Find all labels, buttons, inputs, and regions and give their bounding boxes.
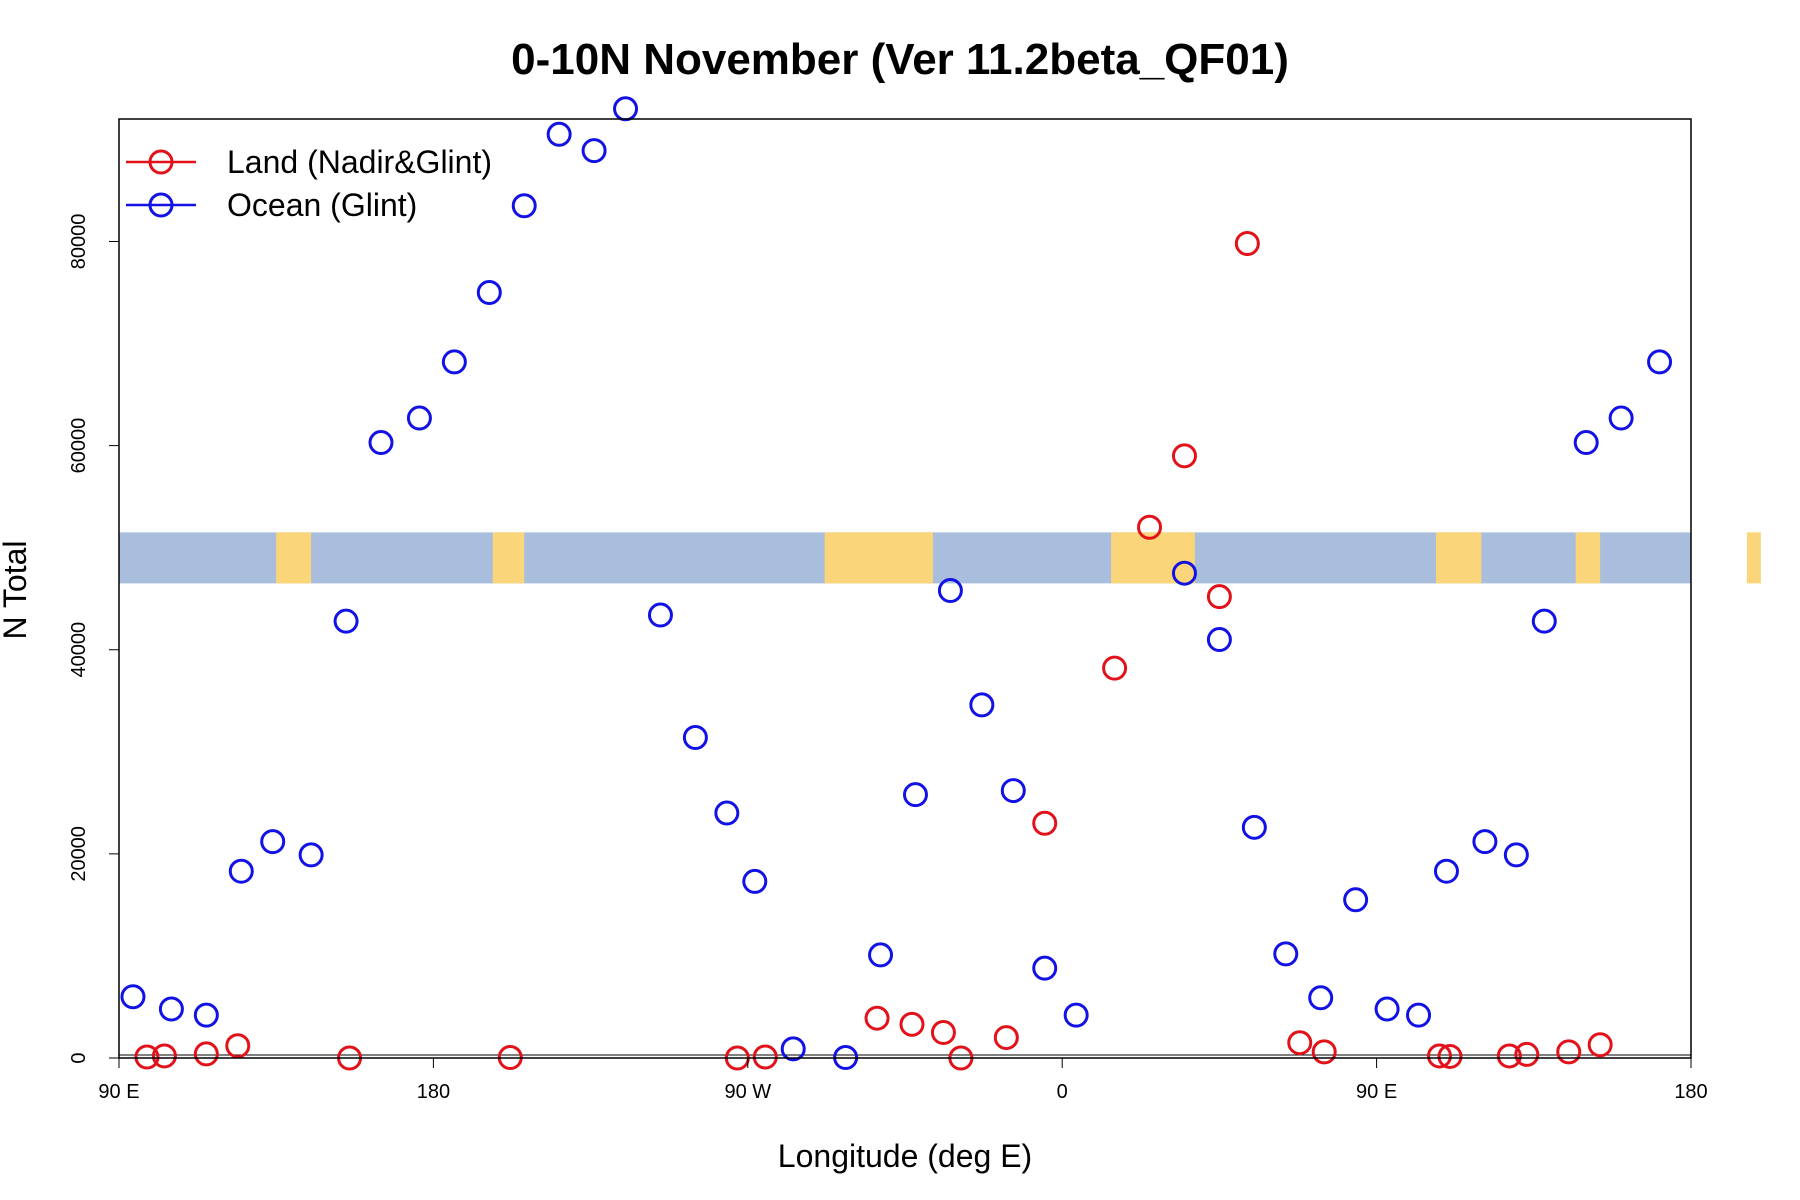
legend-ocean-marker	[148, 192, 174, 218]
land-point	[1287, 1030, 1313, 1056]
ocean-point	[441, 349, 467, 375]
ocean-point	[647, 602, 673, 628]
band-land-0	[276, 532, 312, 584]
land-point	[134, 1044, 160, 1070]
land-point	[1514, 1041, 1540, 1067]
y-tick-label: 0	[68, 1052, 90, 1063]
land-point	[1437, 1043, 1463, 1069]
x-axis-label: Longitude (deg E)	[778, 1138, 1032, 1174]
ocean-point	[1343, 887, 1369, 913]
ocean-point	[193, 1002, 219, 1028]
band-land-5	[1575, 532, 1601, 584]
ocean-point	[1206, 627, 1232, 653]
ocean-point	[1374, 996, 1400, 1022]
plot-frame	[118, 118, 1692, 1059]
y-axis-label: N Total	[0, 540, 33, 639]
ocean-point	[1273, 941, 1299, 967]
ocean-point	[406, 405, 432, 431]
x-tick-label: 180	[1674, 1081, 1707, 1103]
ocean-point	[333, 608, 359, 634]
land-point	[899, 1011, 925, 1037]
ocean-point	[546, 121, 572, 147]
ocean-point	[1433, 858, 1459, 884]
ocean-point	[1308, 985, 1334, 1011]
ocean-point	[780, 1036, 806, 1062]
ocean-point	[868, 942, 894, 968]
land-point	[1032, 810, 1058, 836]
ocean-point	[368, 430, 394, 456]
band-land-6	[1746, 532, 1761, 584]
ocean-point	[298, 842, 324, 868]
ocean-point	[937, 578, 963, 604]
ocean-point	[511, 193, 537, 219]
ocean-point	[120, 984, 146, 1010]
ocean-point	[969, 692, 995, 718]
ocean-point	[1406, 1002, 1432, 1028]
land-point	[151, 1043, 177, 1069]
land-point	[993, 1025, 1019, 1051]
land-point	[1496, 1043, 1522, 1069]
ocean-point	[1503, 842, 1529, 868]
ocean-point	[1241, 814, 1267, 840]
chart-title: 0-10N November (Ver 11.2beta_QF01)	[511, 35, 1289, 84]
band-land-7	[286, 532, 294, 584]
x-tick-label: 90 W	[724, 1081, 771, 1103]
x-tick-label: 180	[417, 1081, 450, 1103]
land-point	[225, 1033, 251, 1059]
ocean-point	[1000, 778, 1026, 804]
ocean-point	[1171, 560, 1197, 586]
ocean-point	[714, 800, 740, 826]
land-point	[752, 1044, 778, 1070]
land-point	[1311, 1039, 1337, 1065]
ocean-point	[1608, 405, 1634, 431]
x-tick-label: 0	[1057, 1081, 1068, 1103]
legend-land-marker	[148, 149, 174, 175]
ocean-point	[1063, 1002, 1089, 1028]
land-point	[1426, 1043, 1452, 1069]
y-tick-label: 60000	[68, 418, 90, 474]
band-land-4	[1435, 532, 1482, 584]
tick-labels: 90 E 180 90 W 0 90 E 180 0 20000 40000 60000 80000	[68, 214, 1708, 1103]
legend: Land (Nadir&Glint) Ocean (Glint)	[126, 144, 492, 223]
ocean-point	[260, 829, 286, 855]
land-point	[864, 1005, 890, 1031]
band-land-1	[492, 532, 525, 584]
ocean-point	[902, 782, 928, 808]
ocean-point	[1531, 608, 1557, 634]
ocean-point	[158, 996, 184, 1022]
ocean-point	[581, 138, 607, 164]
ocean-point	[228, 858, 254, 884]
x-tick-label: 90 E	[1356, 1081, 1397, 1103]
ocean-point	[1032, 955, 1058, 981]
land-point	[1234, 231, 1260, 257]
legend-item-land: Land (Nadir&Glint)	[126, 144, 492, 180]
ocean-point	[1472, 829, 1498, 855]
ocean-point	[742, 868, 768, 894]
map-band	[119, 532, 1761, 584]
land-point	[930, 1019, 956, 1045]
x-tick-label: 90 E	[98, 1081, 139, 1103]
ocean-point	[613, 96, 639, 122]
land-point	[1137, 514, 1163, 540]
legend-item-ocean: Ocean (Glint)	[126, 187, 417, 223]
land-point	[1206, 584, 1232, 610]
y-tick-label: 40000	[68, 622, 90, 678]
y-tick-label: 20000	[68, 826, 90, 882]
land-point	[1102, 655, 1128, 681]
land-point	[1587, 1032, 1613, 1058]
ocean-point	[476, 280, 502, 306]
legend-land-label: Land (Nadir&Glint)	[227, 144, 492, 180]
land-point	[1171, 443, 1197, 469]
land-point	[193, 1041, 219, 1067]
band-land-2	[824, 532, 933, 584]
legend-ocean-label: Ocean (Glint)	[227, 187, 417, 223]
ocean-point	[682, 725, 708, 751]
band-land-3	[1111, 532, 1195, 584]
ocean-point	[1647, 349, 1673, 375]
y-tick-label: 80000	[68, 214, 90, 270]
ocean-point	[1573, 430, 1599, 456]
land-point	[1556, 1039, 1582, 1065]
